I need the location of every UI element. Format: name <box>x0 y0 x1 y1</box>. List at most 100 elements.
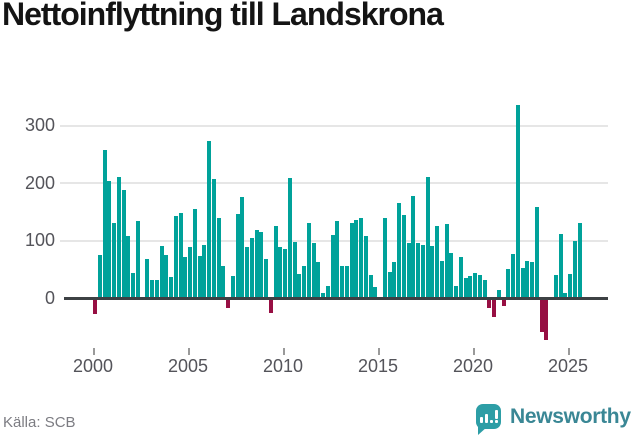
logo-chart-bar <box>479 417 483 423</box>
data-bar <box>439 260 444 298</box>
data-bar <box>183 256 188 298</box>
data-bar <box>316 261 321 298</box>
data-bar <box>173 215 178 298</box>
logo-exclamation-icon <box>494 410 498 423</box>
data-bar <box>515 105 520 298</box>
y-axis-label: 100 <box>24 230 55 250</box>
data-bar-negative <box>544 299 549 341</box>
data-bar <box>278 246 283 298</box>
source-note: Källa: SCB <box>3 414 76 431</box>
x-axis-line <box>64 296 608 300</box>
data-bar <box>349 222 354 298</box>
y-axis-label: 0 <box>44 287 55 308</box>
y-axis-label: 200 <box>24 172 55 193</box>
data-bar <box>230 276 235 298</box>
data-bar <box>444 224 449 298</box>
data-bar <box>102 149 107 298</box>
data-bar <box>107 180 112 298</box>
data-bar <box>97 254 102 298</box>
data-bar <box>131 272 135 298</box>
gridline <box>60 124 608 127</box>
data-bar <box>188 247 192 298</box>
data-bar <box>420 244 425 298</box>
data-bar-negative <box>492 299 496 318</box>
data-bar <box>468 276 473 298</box>
data-bar <box>530 262 534 298</box>
data-bar <box>463 277 468 298</box>
data-bar <box>411 195 416 298</box>
data-bar <box>368 275 373 298</box>
x-axis-tick <box>473 348 475 355</box>
data-bar <box>520 268 525 298</box>
data-bar <box>321 293 325 298</box>
data-bar <box>477 275 482 298</box>
data-bar <box>216 217 221 298</box>
data-bar <box>458 256 463 298</box>
data-bar <box>387 272 392 298</box>
data-bar-negative <box>226 299 230 308</box>
data-bar <box>211 178 216 298</box>
x-axis-label: 2015 <box>357 356 399 376</box>
data-bar <box>112 223 116 298</box>
data-bar-negative <box>487 299 492 309</box>
data-bar <box>506 269 511 298</box>
data-bar <box>273 225 278 298</box>
data-bar <box>135 220 140 298</box>
data-bar-negative <box>501 299 506 306</box>
data-bar-negative <box>268 299 273 314</box>
newsworthy-badge-icon <box>476 404 501 435</box>
x-axis-tick <box>378 348 380 355</box>
data-bar <box>325 285 330 298</box>
data-bar <box>145 259 150 298</box>
x-axis-label: 2020 <box>452 356 494 376</box>
data-bar <box>511 254 515 298</box>
data-bar <box>473 272 477 298</box>
data-bar <box>292 241 297 298</box>
brand-name: Newsworthy <box>510 404 631 428</box>
data-bar <box>344 265 349 298</box>
data-bar <box>116 177 121 298</box>
newsworthy-logo: Newsworthy <box>476 404 631 435</box>
data-bar <box>563 293 568 298</box>
y-axis-label: 300 <box>24 115 55 135</box>
data-bar <box>121 190 126 298</box>
data-bar <box>287 177 292 298</box>
data-bar <box>249 238 254 298</box>
x-axis-tick <box>283 348 285 355</box>
x-axis-tick <box>568 348 570 355</box>
data-bar <box>154 280 159 298</box>
data-bar <box>254 230 259 298</box>
data-bar <box>178 212 183 298</box>
data-bar <box>558 234 563 298</box>
logo-chart-bar <box>484 414 488 423</box>
data-bar <box>240 196 245 298</box>
data-bar <box>159 246 164 298</box>
data-bar <box>150 279 154 298</box>
x-axis-tick <box>188 348 190 355</box>
data-bar <box>392 262 397 298</box>
x-axis-label: 2005 <box>167 356 209 376</box>
data-bar <box>568 273 572 298</box>
data-bar <box>406 243 411 298</box>
data-bar <box>373 286 378 298</box>
data-bar <box>297 274 302 298</box>
gridline <box>60 182 608 184</box>
data-bar <box>577 223 582 298</box>
data-bar <box>416 242 420 298</box>
data-bar <box>235 214 240 298</box>
data-bar <box>425 177 430 298</box>
data-bar <box>202 244 207 298</box>
data-bar <box>397 202 401 298</box>
data-bar <box>435 225 439 298</box>
data-bar <box>245 247 249 298</box>
data-bar <box>430 246 435 298</box>
data-bar <box>126 235 131 298</box>
data-bar <box>306 222 311 298</box>
data-bar <box>169 277 173 298</box>
data-bar <box>496 289 501 298</box>
data-bar <box>359 218 363 298</box>
chart-title: Nettoinflyttning till Landskrona <box>2 0 444 32</box>
data-bar <box>302 265 306 298</box>
data-bar <box>525 261 530 298</box>
